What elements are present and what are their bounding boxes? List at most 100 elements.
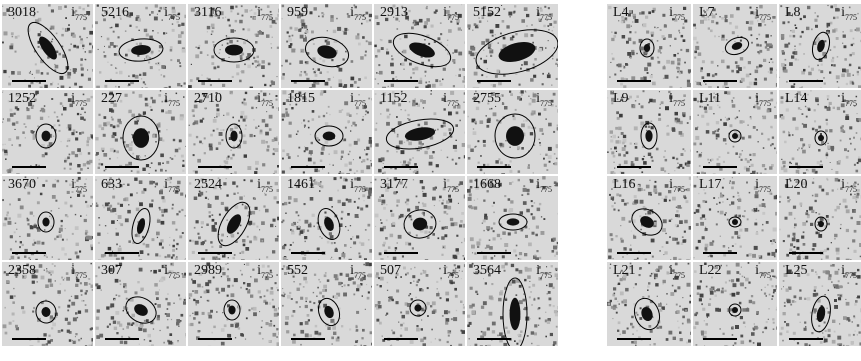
- aperture-ellipse: [502, 277, 528, 346]
- right-stamp: L20 i775: [779, 176, 861, 260]
- left-stamp: 3116 i775: [188, 4, 279, 88]
- right-stamp: L7 i775: [693, 4, 777, 88]
- scale-bar: [617, 252, 651, 254]
- galaxy-core: [506, 126, 524, 146]
- noise-background: [281, 4, 372, 88]
- filter-letter: i: [536, 177, 540, 192]
- object-id-label: L9: [613, 91, 629, 106]
- filter-subscript: 775: [447, 270, 459, 280]
- filter-label: i775: [164, 263, 180, 280]
- scale-bar: [198, 338, 232, 340]
- source-overlay: [633, 297, 661, 331]
- object-id-label: 1668: [473, 177, 501, 192]
- left-stamp: 959 i775: [281, 4, 372, 88]
- galaxy-core: [39, 36, 57, 60]
- object-id-label: L4: [613, 5, 629, 20]
- filter-letter: i: [841, 91, 845, 106]
- scale-bar: [291, 252, 325, 254]
- filter-subscript: 775: [168, 12, 180, 22]
- filter-letter: i: [71, 91, 75, 106]
- left-stamp: 2989 i775: [188, 262, 279, 346]
- scale-bar: [12, 166, 46, 168]
- noise-background: [607, 262, 691, 346]
- scale-bar: [617, 80, 651, 82]
- filter-label: i775: [841, 5, 857, 22]
- scale-bar: [617, 166, 651, 168]
- object-id-label: L20: [785, 177, 808, 192]
- source-overlay: [814, 216, 828, 232]
- left-stamp: 1461 i775: [281, 176, 372, 260]
- left-stamp: 3564 i775: [467, 262, 558, 346]
- galaxy-core: [228, 305, 236, 315]
- noise-background: [693, 262, 777, 346]
- scale-bar: [105, 166, 139, 168]
- source-overlay: [225, 123, 243, 149]
- left-stamp: 2710 i775: [188, 90, 279, 174]
- aperture-ellipse: [317, 297, 341, 327]
- source-overlay: [35, 300, 57, 324]
- source-overlay: [223, 299, 241, 321]
- left-stamp: 5152 i775: [467, 4, 558, 88]
- left-stamp: 633 i775: [95, 176, 186, 260]
- filter-letter: i: [257, 91, 261, 106]
- scale-bar: [477, 80, 511, 82]
- filter-label: i775: [536, 263, 552, 280]
- filter-subscript: 775: [75, 184, 87, 194]
- object-id-label: 1252: [8, 91, 36, 106]
- scale-bar: [789, 252, 823, 254]
- galaxy-core: [818, 134, 824, 142]
- galaxy-core: [226, 214, 242, 234]
- galaxy-core: [641, 306, 653, 322]
- filter-label: i775: [755, 263, 771, 280]
- aperture-ellipse: [35, 123, 57, 149]
- filter-letter: i: [257, 5, 261, 20]
- filter-subscript: 775: [540, 270, 552, 280]
- scale-bar: [703, 80, 737, 82]
- filter-letter: i: [443, 5, 447, 20]
- filter-label: i775: [841, 263, 857, 280]
- galaxy-core: [404, 127, 436, 141]
- left-stamp: 2913 i775: [374, 4, 465, 88]
- filter-label: i775: [71, 91, 87, 108]
- noise-background: [281, 262, 372, 346]
- aperture-ellipse: [494, 113, 536, 159]
- filter-subscript: 775: [261, 184, 273, 194]
- filter-label: i775: [669, 91, 685, 108]
- scale-bar: [384, 252, 418, 254]
- object-id-label: 2913: [380, 5, 408, 20]
- aperture-ellipse: [213, 37, 255, 63]
- noise-background: [374, 264, 465, 346]
- filter-subscript: 775: [168, 184, 180, 194]
- filter-subscript: 775: [759, 270, 771, 280]
- scale-bar: [477, 338, 511, 340]
- scale-bar: [789, 338, 823, 340]
- filter-letter: i: [257, 177, 261, 192]
- noise-background: [693, 4, 777, 88]
- noise-background: [779, 90, 861, 174]
- scale-bar: [789, 80, 823, 82]
- galaxy-core: [498, 42, 536, 62]
- left-stamp: 5216 i775: [95, 4, 186, 88]
- scale-bar: [384, 166, 418, 168]
- filter-letter: i: [669, 91, 673, 106]
- noise-background: [779, 177, 861, 260]
- filter-label: i775: [755, 5, 771, 22]
- filter-subscript: 775: [75, 12, 87, 22]
- galaxy-core: [225, 44, 243, 56]
- filter-label: i775: [164, 91, 180, 108]
- filter-label: i775: [755, 91, 771, 108]
- right-stamp: L9 i775: [607, 90, 691, 174]
- filter-subscript: 775: [759, 184, 771, 194]
- aperture-ellipse: [498, 213, 528, 231]
- filter-subscript: 775: [673, 98, 685, 108]
- object-id-label: L14: [785, 91, 808, 106]
- object-id-label: 552: [287, 263, 308, 278]
- source-overlay: [35, 123, 57, 149]
- left-stamp: 507 i775: [374, 262, 465, 346]
- object-id-label: L22: [699, 263, 722, 278]
- scale-bar: [105, 338, 139, 340]
- filter-letter: i: [350, 5, 354, 20]
- object-id-label: L17: [699, 177, 722, 192]
- object-id-label: 3670: [8, 177, 36, 192]
- noise-background: [693, 91, 777, 174]
